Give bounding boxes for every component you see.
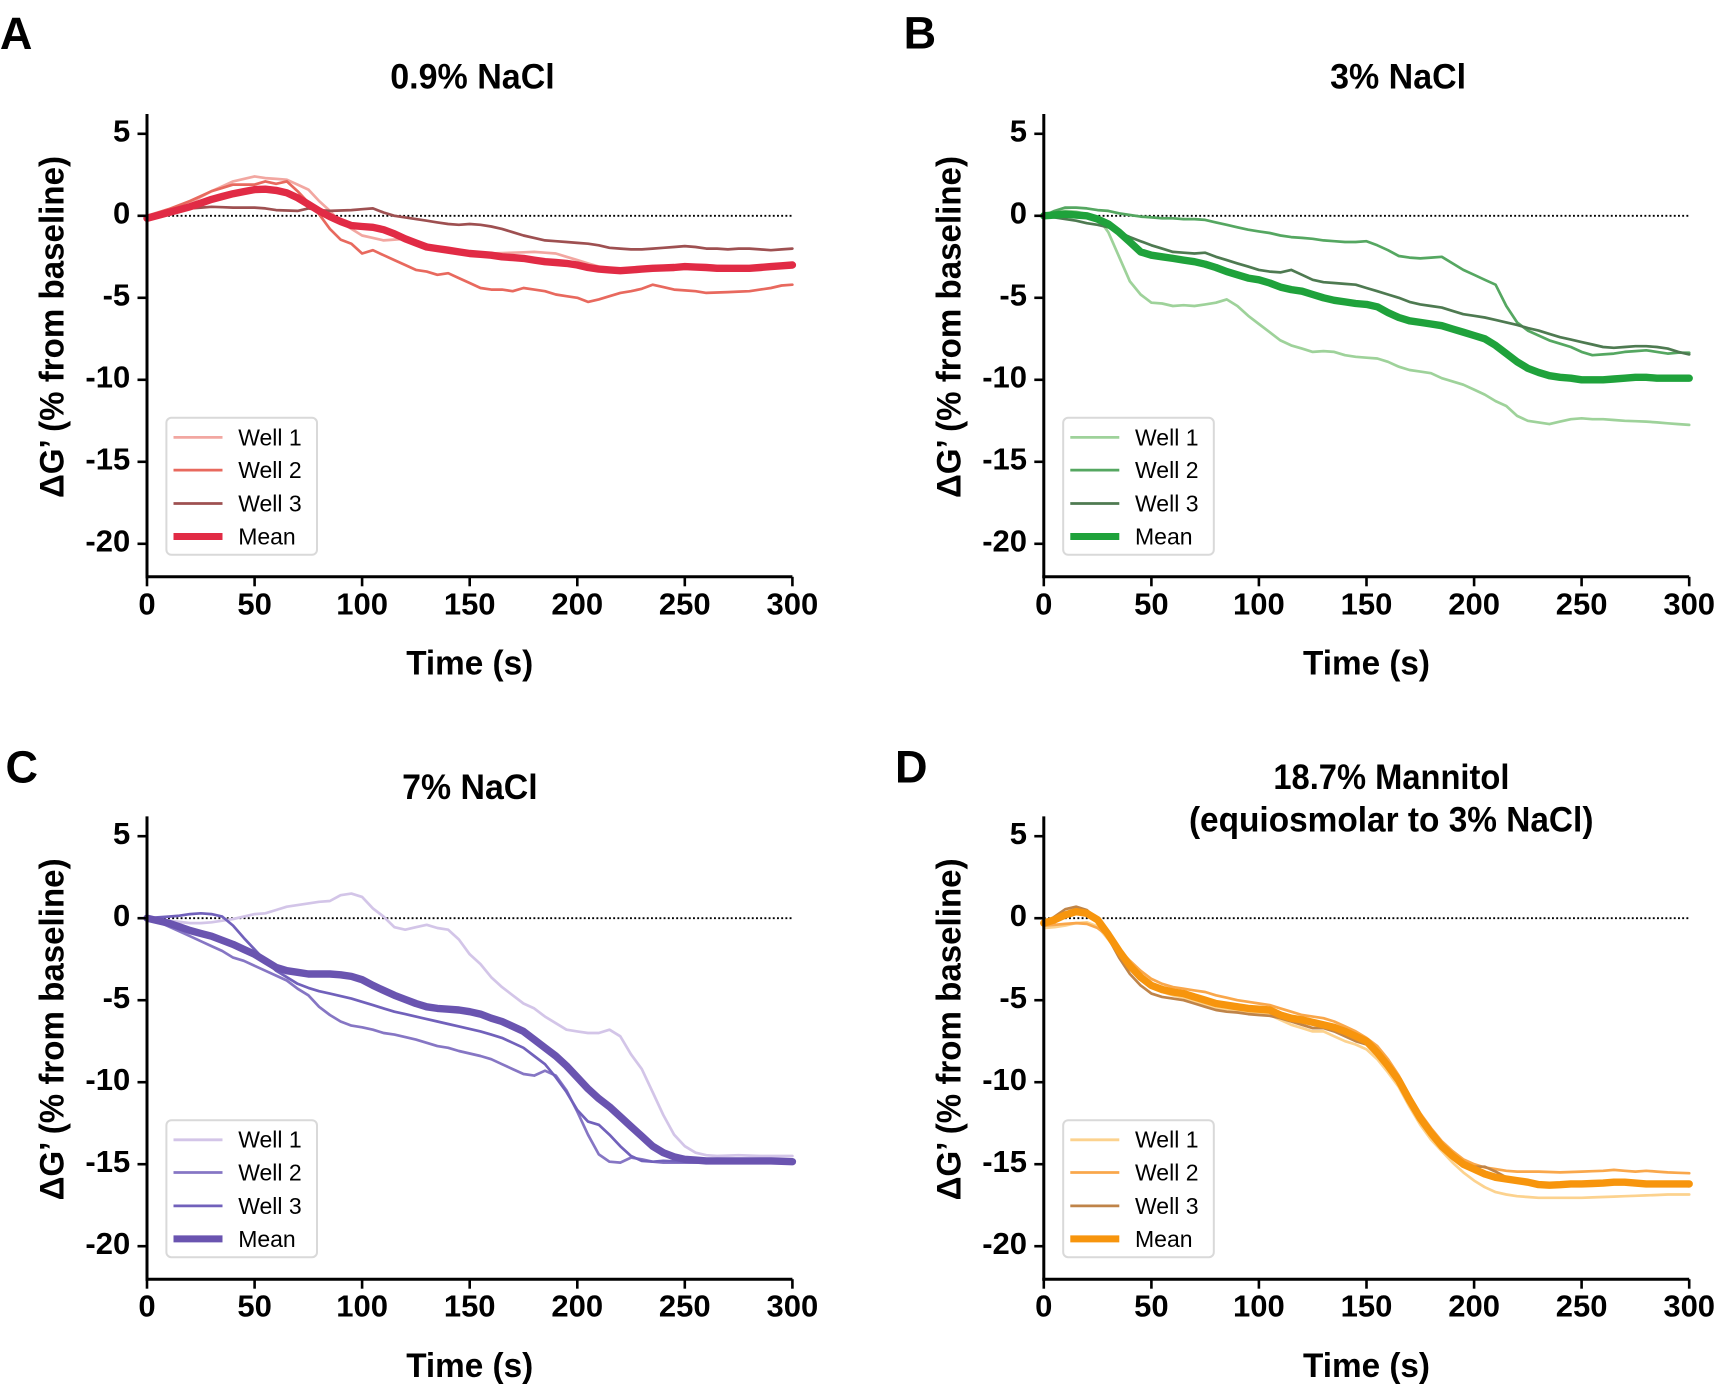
svg-text:Well 2: Well 2 [238, 1159, 302, 1185]
svg-text:0: 0 [1035, 1289, 1052, 1324]
svg-text:50: 50 [237, 586, 271, 621]
svg-text:250: 250 [659, 586, 711, 621]
svg-text:-15: -15 [85, 1144, 130, 1179]
svg-text:(equiosmolar to 3% NaCl): (equiosmolar to 3% NaCl) [1189, 800, 1594, 839]
svg-text:Well 3: Well 3 [238, 1193, 302, 1219]
svg-text:Mean: Mean [238, 1226, 296, 1252]
svg-text:200: 200 [551, 586, 603, 621]
svg-text:250: 250 [659, 1289, 711, 1324]
svg-text:-15: -15 [982, 1144, 1027, 1179]
svg-text:Well 1: Well 1 [238, 424, 302, 450]
svg-text:-20: -20 [982, 523, 1027, 558]
svg-text:150: 150 [444, 1289, 496, 1324]
svg-text:-10: -10 [85, 359, 130, 394]
svg-text:ΔG’ (% from baseline): ΔG’ (% from baseline) [34, 156, 72, 498]
svg-text:0: 0 [1010, 898, 1027, 933]
svg-text:ΔG’ (% from baseline): ΔG’ (% from baseline) [931, 156, 969, 498]
svg-text:300: 300 [767, 1289, 819, 1324]
svg-text:0: 0 [113, 195, 130, 230]
svg-text:ΔG’ (% from baseline): ΔG’ (% from baseline) [34, 858, 72, 1200]
svg-text:300: 300 [1663, 1289, 1715, 1324]
svg-text:-15: -15 [85, 441, 130, 476]
svg-text:-20: -20 [85, 1226, 130, 1261]
svg-text:ΔG’ (% from baseline): ΔG’ (% from baseline) [931, 858, 969, 1200]
svg-text:200: 200 [1448, 586, 1500, 621]
svg-text:Well 1: Well 1 [1135, 424, 1199, 450]
svg-text:100: 100 [336, 1289, 388, 1324]
svg-text:Time (s): Time (s) [406, 645, 533, 683]
svg-text:5: 5 [113, 816, 130, 851]
svg-text:-5: -5 [999, 980, 1027, 1015]
svg-text:-5: -5 [999, 277, 1027, 312]
svg-text:100: 100 [1233, 586, 1285, 621]
svg-text:Well 2: Well 2 [1135, 1159, 1199, 1185]
svg-text:50: 50 [237, 1289, 271, 1324]
svg-text:D: D [895, 741, 928, 792]
svg-text:250: 250 [1556, 586, 1608, 621]
svg-text:0: 0 [138, 586, 155, 621]
svg-text:0: 0 [138, 1289, 155, 1324]
svg-text:100: 100 [336, 586, 388, 621]
svg-text:200: 200 [551, 1289, 603, 1324]
svg-text:-20: -20 [85, 523, 130, 558]
svg-text:-15: -15 [982, 441, 1027, 476]
svg-text:300: 300 [767, 586, 819, 621]
svg-text:300: 300 [1663, 586, 1715, 621]
svg-text:Time (s): Time (s) [1303, 1347, 1430, 1385]
svg-text:0: 0 [1035, 586, 1052, 621]
svg-text:Well 3: Well 3 [1135, 1193, 1199, 1219]
svg-text:Well 1: Well 1 [238, 1127, 302, 1153]
svg-text:5: 5 [1010, 113, 1027, 148]
svg-text:0: 0 [1010, 195, 1027, 230]
svg-text:-5: -5 [103, 980, 131, 1015]
svg-text:0: 0 [113, 898, 130, 933]
svg-text:C: C [6, 741, 39, 792]
svg-text:Time (s): Time (s) [1303, 645, 1430, 683]
svg-text:5: 5 [1010, 816, 1027, 851]
svg-text:5: 5 [113, 113, 130, 148]
svg-text:B: B [904, 8, 937, 59]
svg-text:A: A [0, 8, 32, 59]
svg-text:Mean: Mean [1135, 1226, 1193, 1252]
svg-text:100: 100 [1233, 1289, 1285, 1324]
svg-text:18.7% Mannitol: 18.7% Mannitol [1273, 758, 1509, 797]
svg-text:Mean: Mean [238, 523, 296, 549]
svg-text:Mean: Mean [1135, 523, 1193, 549]
svg-text:-20: -20 [982, 1226, 1027, 1261]
svg-text:0.9% NaCl: 0.9% NaCl [390, 57, 555, 96]
svg-text:3% NaCl: 3% NaCl [1330, 57, 1466, 96]
svg-text:7% NaCl: 7% NaCl [402, 768, 538, 807]
svg-text:150: 150 [1341, 586, 1393, 621]
svg-text:200: 200 [1448, 1289, 1500, 1324]
svg-text:-10: -10 [982, 1062, 1027, 1097]
svg-text:250: 250 [1556, 1289, 1608, 1324]
svg-text:-10: -10 [982, 359, 1027, 394]
svg-text:150: 150 [444, 586, 496, 621]
svg-text:Well 1: Well 1 [1135, 1127, 1199, 1153]
svg-text:Well 3: Well 3 [238, 490, 302, 516]
svg-text:50: 50 [1134, 1289, 1168, 1324]
svg-text:Well 3: Well 3 [1135, 490, 1199, 516]
svg-text:Time (s): Time (s) [406, 1347, 533, 1385]
svg-text:Well 2: Well 2 [1135, 457, 1199, 483]
svg-text:-5: -5 [103, 277, 131, 312]
svg-text:Well 2: Well 2 [238, 457, 302, 483]
svg-text:150: 150 [1341, 1289, 1393, 1324]
svg-text:50: 50 [1134, 586, 1168, 621]
svg-text:-10: -10 [85, 1062, 130, 1097]
